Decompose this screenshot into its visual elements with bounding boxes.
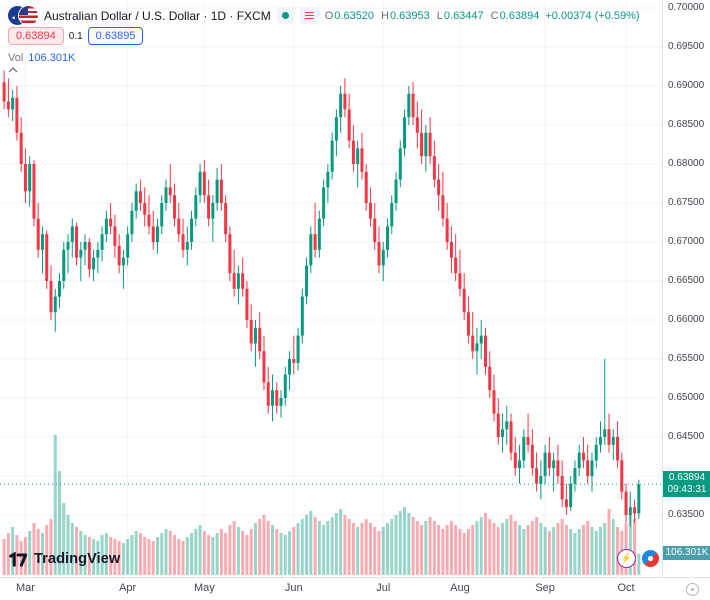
price-tick-label: 0.66500: [668, 275, 705, 286]
red-bars-icon: [304, 11, 314, 20]
market-status-button[interactable]: [276, 7, 294, 24]
price-axis[interactable]: 0.70000 0.69500 0.69000 0.68500 0.68000 0.675…: [662, 0, 710, 577]
price-tick-label: 0.68500: [668, 119, 705, 130]
tradingview-logo[interactable]: TradingView: [8, 549, 120, 569]
time-tick-label: May: [193, 582, 215, 594]
open-value: 0.63520: [334, 9, 375, 22]
trade-buttons-row: 0.63894 0.1 0.63895: [8, 27, 144, 45]
price-tick-label: 0.65500: [668, 353, 705, 364]
sell-button[interactable]: 0.63894: [8, 27, 64, 45]
current-price-label: 0.63894 09:43:31: [663, 471, 710, 498]
market-open-dot-icon: [281, 12, 289, 19]
symbol-flags: [8, 6, 38, 25]
countdown-timer: 09:43:31: [667, 484, 707, 496]
quick-actions: ⚡: [617, 549, 660, 568]
symbol-title[interactable]: Australian Dollar / U.S. Dollar · 1D · F…: [44, 8, 271, 23]
time-tick-label: Jun: [284, 582, 303, 594]
price-tick-label: 0.63500: [668, 509, 705, 520]
low-label: L: [436, 9, 443, 22]
price-tick-label: 0.64500: [668, 431, 705, 442]
candlestick-chart[interactable]: [0, 0, 662, 577]
current-price-value: 0.63894: [668, 472, 706, 484]
volume-value: 106.301K: [28, 52, 76, 64]
symbol-details-button[interactable]: [299, 7, 319, 24]
price-tick-label: 0.69000: [668, 80, 705, 91]
ohlc-values: O 0.63520 H 0.63953 L 0.63447 C 0.63894: [325, 10, 540, 22]
tradingview-mark-icon: [9, 551, 28, 567]
open-label: O: [324, 9, 334, 22]
price-tick-label: 0.67000: [668, 236, 705, 247]
change-value: +0.00374 (+0.59%): [545, 9, 640, 22]
scroll-to-realtime-icon[interactable]: [686, 583, 699, 596]
time-tick-label: Mar: [15, 582, 35, 594]
high-value: 0.63953: [390, 9, 430, 22]
time-tick-label: Oct: [617, 582, 635, 594]
close-label: C: [490, 9, 499, 22]
price-tick-label: 0.66000: [668, 314, 705, 325]
time-axis[interactable]: Mar Apr May Jun Jul Aug Sep Oct: [0, 577, 710, 600]
time-tick-label: Apr: [119, 582, 137, 594]
lightning-icon[interactable]: ⚡: [617, 549, 636, 568]
price-tick-label: 0.70000: [668, 2, 705, 13]
us-flag-icon: [19, 6, 38, 25]
volume-legend[interactable]: Vol 106.301K: [8, 52, 75, 64]
chart-legend: Australian Dollar / U.S. Dollar · 1D · F…: [8, 6, 640, 25]
price-tick-label: 0.65000: [668, 392, 705, 403]
price-tick-label: 0.69500: [668, 41, 705, 52]
tradingview-wordmark: TradingView: [34, 551, 121, 567]
time-tick-label: Aug: [450, 582, 470, 594]
close-value: 0.63894: [499, 9, 540, 22]
spread-value: 0.1: [68, 30, 83, 42]
red-blue-target-icon[interactable]: [641, 549, 660, 568]
high-label: H: [381, 9, 389, 22]
chevron-up-icon[interactable]: [6, 64, 20, 76]
time-tick-label: Jul: [376, 582, 391, 594]
price-tick-label: 0.67500: [668, 197, 705, 208]
buy-button[interactable]: 0.63895: [87, 27, 144, 45]
volume-label: Vol: [8, 52, 24, 64]
price-tick-label: 0.68000: [668, 158, 705, 169]
low-value: 0.63447: [443, 9, 484, 22]
volume-axis-label: 106.301K: [663, 545, 710, 560]
time-tick-label: Sep: [535, 582, 555, 594]
